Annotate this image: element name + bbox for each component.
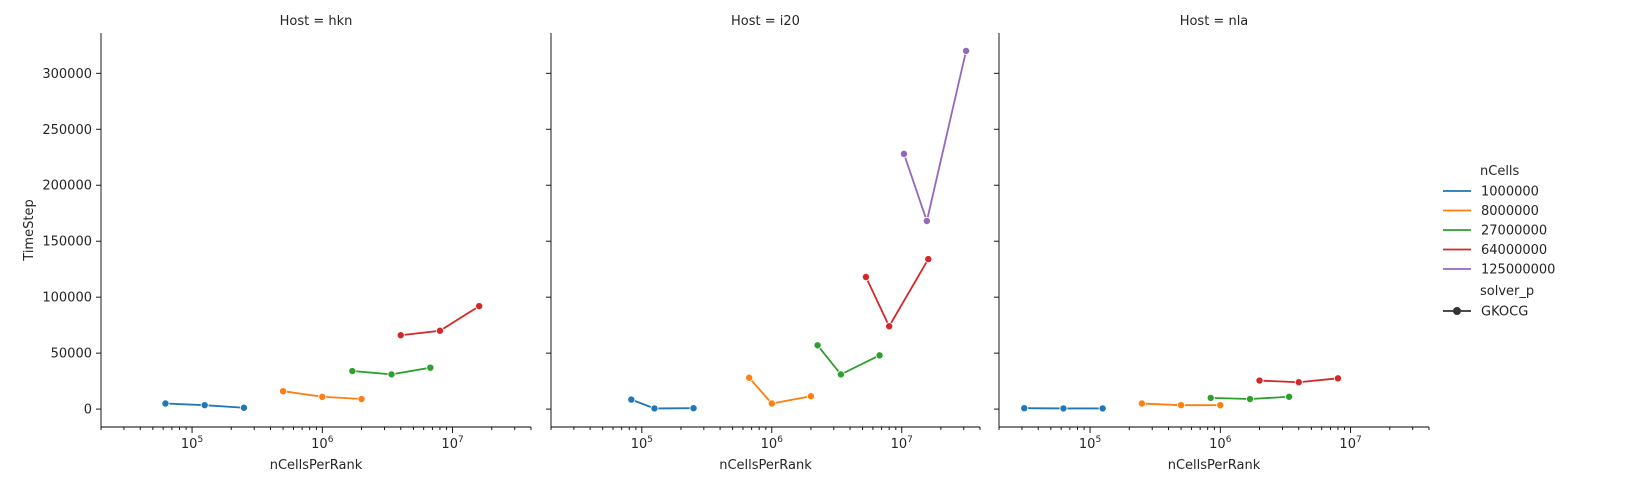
legend-style-label: GKOCG xyxy=(1481,305,1528,320)
x-tick-label: 107 xyxy=(441,435,463,452)
x-tick-label: 106 xyxy=(311,435,334,452)
x-tick-label: 107 xyxy=(891,435,913,452)
data-point xyxy=(862,273,869,280)
data-point xyxy=(279,388,286,395)
data-point xyxy=(1207,394,1214,401)
data-point xyxy=(900,150,907,157)
legend-label-8000000: 8000000 xyxy=(1481,204,1539,219)
data-point xyxy=(201,402,208,409)
data-point xyxy=(768,400,775,407)
data-point xyxy=(1256,377,1263,384)
x-tick-label: 105 xyxy=(631,435,653,452)
series-1000000 xyxy=(162,400,248,411)
data-point xyxy=(1099,405,1106,412)
data-point xyxy=(436,327,443,334)
series-125000000 xyxy=(900,47,969,224)
legend-style-marker xyxy=(1453,307,1461,315)
y-tick-label: 200000 xyxy=(42,179,92,194)
series-line xyxy=(866,259,928,326)
data-point xyxy=(476,303,483,310)
series-line xyxy=(749,378,811,404)
series-1000000 xyxy=(1021,405,1107,412)
data-point xyxy=(807,393,814,400)
data-point xyxy=(746,374,753,381)
data-point xyxy=(1295,379,1302,386)
legend-label-1000000: 1000000 xyxy=(1481,185,1539,200)
series-1000000 xyxy=(628,396,697,412)
data-point xyxy=(240,404,247,411)
legend-style-title: solver_p xyxy=(1480,284,1534,299)
data-point xyxy=(1021,405,1028,412)
series-line xyxy=(631,400,693,409)
series-64000000 xyxy=(862,256,932,330)
series-8000000 xyxy=(279,388,365,403)
data-point xyxy=(651,405,658,412)
data-point xyxy=(962,47,969,54)
x-tick-label: 105 xyxy=(181,435,203,452)
data-point xyxy=(628,396,635,403)
x-axis-label: nCellsPerRank xyxy=(1168,458,1261,473)
legend-label-125000000: 125000000 xyxy=(1481,263,1555,278)
data-point xyxy=(1060,405,1067,412)
data-point xyxy=(925,256,932,263)
data-point xyxy=(814,342,821,349)
data-point xyxy=(358,395,365,402)
series-64000000 xyxy=(397,303,483,339)
series-27000000 xyxy=(349,364,434,378)
data-point xyxy=(162,400,169,407)
x-tick-label: 107 xyxy=(1339,435,1361,452)
y-tick-label: 100000 xyxy=(42,291,92,306)
y-tick-label: 300000 xyxy=(42,67,92,82)
data-point xyxy=(1138,400,1145,407)
data-point xyxy=(1246,395,1253,402)
facet-i20: Host = i20 105 106 107 nCellsPerRank xyxy=(546,14,980,473)
y-tick-label: 50000 xyxy=(51,347,92,362)
facet-hkn: Host = hkn 0 50000 100000 150000 200000 250000… xyxy=(22,14,531,473)
y-tick-label: 150000 xyxy=(42,235,92,250)
x-tick-label: 105 xyxy=(1079,435,1101,452)
series-line xyxy=(904,51,966,221)
data-point xyxy=(886,323,893,330)
data-point xyxy=(388,371,395,378)
facet-title: Host = i20 xyxy=(731,14,800,29)
legend-label-27000000: 27000000 xyxy=(1481,224,1547,239)
data-point xyxy=(837,371,844,378)
facet-title: Host = hkn xyxy=(280,14,353,29)
data-point xyxy=(1217,402,1224,409)
data-point xyxy=(1334,375,1341,382)
facet-title: Host = nla xyxy=(1180,14,1249,29)
legend-hue-title: nCells xyxy=(1480,164,1520,179)
data-point xyxy=(690,405,697,412)
series-27000000 xyxy=(814,342,883,378)
data-point xyxy=(397,332,404,339)
series-8000000 xyxy=(746,374,815,407)
facet-nla: Host = nla 105 106 107 nCellsPerRank xyxy=(994,14,1429,473)
x-tick-label: 106 xyxy=(761,435,784,452)
y-tick-label: 0 xyxy=(84,403,92,418)
data-point xyxy=(876,352,883,359)
x-axis-label: nCellsPerRank xyxy=(270,458,363,473)
data-point xyxy=(319,393,326,400)
data-point xyxy=(923,217,930,224)
y-axis-label: TimeStep xyxy=(22,199,37,261)
x-axis-label: nCellsPerRank xyxy=(719,458,812,473)
legend-label-64000000: 64000000 xyxy=(1481,243,1547,258)
x-tick-label: 106 xyxy=(1209,435,1232,452)
data-point xyxy=(427,364,434,371)
series-line xyxy=(818,345,880,374)
y-tick-label: 250000 xyxy=(42,123,92,138)
series-64000000 xyxy=(1256,375,1342,386)
data-point xyxy=(349,367,356,374)
legend: nCells 1000000 8000000 27000000 64000000 125… xyxy=(1443,164,1555,320)
data-point xyxy=(1286,393,1293,400)
data-point xyxy=(1177,402,1184,409)
